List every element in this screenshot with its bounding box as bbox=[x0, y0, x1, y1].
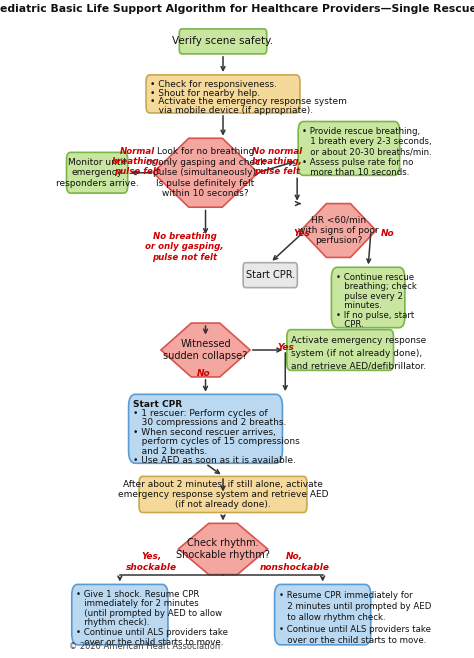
Text: 1 breath every 2-3 seconds,: 1 breath every 2-3 seconds, bbox=[302, 138, 432, 146]
Text: 2 minutes until prompted by AED: 2 minutes until prompted by AED bbox=[279, 602, 431, 611]
Text: • Provide rescue breathing,: • Provide rescue breathing, bbox=[302, 127, 420, 136]
Text: No,
nonshockable: No, nonshockable bbox=[260, 553, 330, 572]
Text: more than 10 seconds.: more than 10 seconds. bbox=[302, 168, 410, 177]
FancyBboxPatch shape bbox=[139, 476, 307, 513]
FancyBboxPatch shape bbox=[331, 267, 405, 328]
Text: and 2 breaths.: and 2 breaths. bbox=[133, 447, 207, 456]
Text: 30 compressions and 2 breaths.: 30 compressions and 2 breaths. bbox=[133, 418, 286, 428]
FancyBboxPatch shape bbox=[243, 263, 297, 288]
Text: No breathing
or only gasping,
pulse not felt: No breathing or only gasping, pulse not … bbox=[146, 232, 224, 262]
Text: rhythm check).: rhythm check). bbox=[76, 619, 149, 628]
Polygon shape bbox=[178, 523, 268, 574]
Polygon shape bbox=[161, 323, 250, 377]
Text: • Shout for nearby help.: • Shout for nearby help. bbox=[150, 89, 260, 97]
Text: No normal
breathing,
pulse felt: No normal breathing, pulse felt bbox=[252, 147, 303, 176]
Text: and retrieve AED/defibrillator.: and retrieve AED/defibrillator. bbox=[291, 361, 426, 370]
FancyBboxPatch shape bbox=[66, 153, 128, 193]
Text: CPR.: CPR. bbox=[336, 320, 364, 330]
FancyBboxPatch shape bbox=[72, 584, 168, 645]
Text: immediately for 2 minutes: immediately for 2 minutes bbox=[76, 599, 199, 608]
Text: to allow rhythm check.: to allow rhythm check. bbox=[279, 613, 385, 622]
Text: Monitor until
emergency
responders arrive.: Monitor until emergency responders arriv… bbox=[56, 158, 138, 188]
Text: No: No bbox=[197, 369, 210, 378]
Polygon shape bbox=[301, 203, 376, 257]
Text: • Check for responsiveness.: • Check for responsiveness. bbox=[150, 80, 277, 89]
FancyBboxPatch shape bbox=[274, 584, 371, 645]
Text: via mobile device (if appropriate).: via mobile device (if appropriate). bbox=[150, 107, 313, 115]
Text: • Continue rescue: • Continue rescue bbox=[336, 272, 414, 282]
Text: No: No bbox=[380, 229, 394, 238]
Text: © 2020 American Heart Association: © 2020 American Heart Association bbox=[69, 642, 220, 651]
Text: minutes.: minutes. bbox=[336, 301, 382, 311]
FancyBboxPatch shape bbox=[146, 75, 300, 113]
Text: • Use AED as soon as it is available.: • Use AED as soon as it is available. bbox=[133, 456, 296, 465]
Text: perform cycles of 15 compressions: perform cycles of 15 compressions bbox=[133, 438, 300, 446]
Text: • When second rescuer arrives,: • When second rescuer arrives, bbox=[133, 428, 276, 437]
Text: (until prompted by AED to allow: (until prompted by AED to allow bbox=[76, 609, 222, 618]
Text: Yes: Yes bbox=[277, 343, 294, 352]
Text: Check rhythm.
Shockable rhythm?: Check rhythm. Shockable rhythm? bbox=[176, 538, 270, 560]
Text: Normal
breathing,
pulse felt: Normal breathing, pulse felt bbox=[112, 147, 163, 176]
Text: HR <60/min
with signs of poor
perfusion?: HR <60/min with signs of poor perfusion? bbox=[298, 216, 379, 245]
Text: system (if not already done),: system (if not already done), bbox=[291, 349, 422, 358]
Text: • Assess pulse rate for no: • Assess pulse rate for no bbox=[302, 157, 414, 166]
Text: Activate emergency response: Activate emergency response bbox=[291, 336, 426, 345]
Text: • Continue until ALS providers take: • Continue until ALS providers take bbox=[279, 625, 431, 634]
Text: or about 20-30 breaths/min.: or about 20-30 breaths/min. bbox=[302, 147, 432, 157]
FancyBboxPatch shape bbox=[179, 29, 267, 54]
Text: • Give 1 shock. Resume CPR: • Give 1 shock. Resume CPR bbox=[76, 590, 200, 599]
Text: over or the child starts to move.: over or the child starts to move. bbox=[279, 636, 426, 645]
Text: • Resume CPR immediately for: • Resume CPR immediately for bbox=[279, 591, 412, 599]
Text: Verify scene safety.: Verify scene safety. bbox=[173, 36, 273, 47]
Text: • Activate the emergency response system: • Activate the emergency response system bbox=[150, 97, 347, 107]
Text: Start CPR.: Start CPR. bbox=[246, 270, 295, 280]
Text: After about 2 minutes, if still alone, activate
emergency response system and re: After about 2 minutes, if still alone, a… bbox=[118, 480, 328, 509]
Text: • 1 rescuer: Perform cycles of: • 1 rescuer: Perform cycles of bbox=[133, 409, 267, 418]
Text: Witnessed
sudden collapse?: Witnessed sudden collapse? bbox=[164, 340, 247, 361]
Text: pulse every 2: pulse every 2 bbox=[336, 291, 402, 301]
Text: Yes,
shockable: Yes, shockable bbox=[126, 553, 177, 572]
FancyBboxPatch shape bbox=[128, 394, 283, 463]
FancyBboxPatch shape bbox=[298, 122, 400, 175]
Text: Look for no breathing
or only gasping and check
pulse (simultaneously).
Is pulse: Look for no breathing or only gasping an… bbox=[146, 147, 265, 198]
Text: Start CPR: Start CPR bbox=[133, 399, 182, 409]
Text: Pediatric Basic Life Support Algorithm for Healthcare Providers—Single Rescuer: Pediatric Basic Life Support Algorithm f… bbox=[0, 4, 474, 14]
Text: breathing; check: breathing; check bbox=[336, 282, 417, 291]
FancyBboxPatch shape bbox=[287, 330, 393, 370]
Polygon shape bbox=[153, 138, 258, 207]
Text: over or the child starts to move.: over or the child starts to move. bbox=[76, 638, 223, 647]
Text: • Continue until ALS providers take: • Continue until ALS providers take bbox=[76, 628, 228, 637]
Text: • If no pulse, start: • If no pulse, start bbox=[336, 311, 414, 320]
Text: Yes: Yes bbox=[293, 229, 310, 238]
